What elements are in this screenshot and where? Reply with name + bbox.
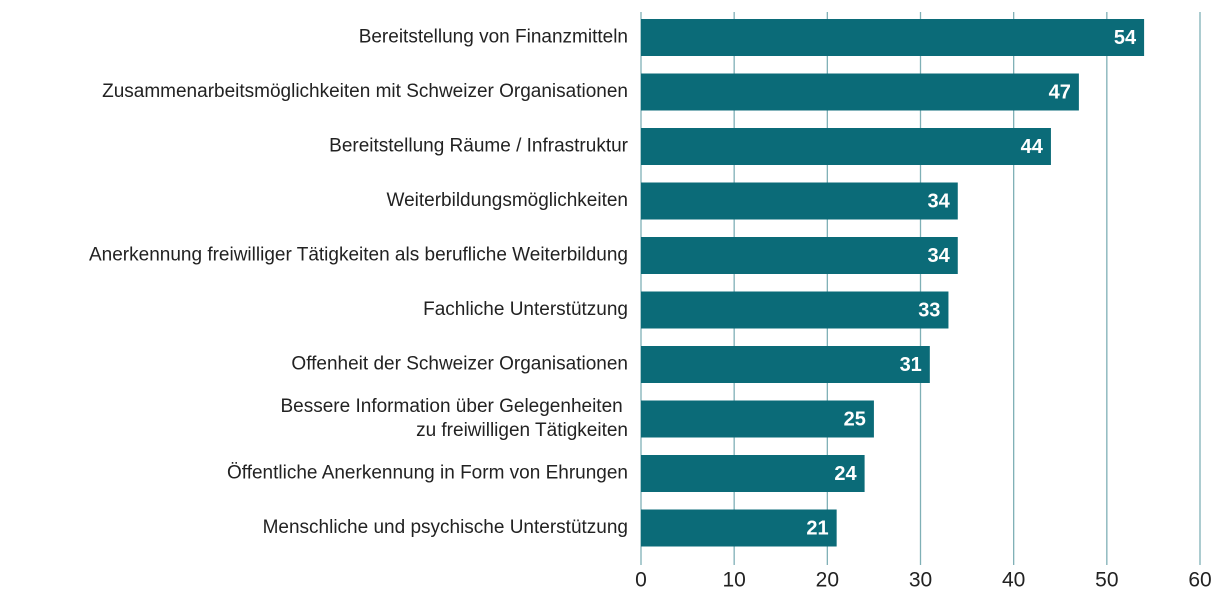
category-label-line: Weiterbildungsmöglichkeiten	[387, 190, 629, 211]
x-tick-label: 0	[635, 569, 647, 592]
value-label: 44	[1021, 136, 1044, 158]
x-tick-label: 30	[909, 569, 932, 592]
value-label: 34	[928, 245, 951, 267]
category-label: Bereitstellung Räume / Infrastruktur	[329, 136, 629, 157]
bar	[641, 73, 1079, 111]
value-label: 33	[918, 299, 940, 321]
category-label: Offenheit der Schweizer Organisationen	[291, 354, 628, 375]
x-tick-label: 60	[1188, 569, 1211, 592]
bar	[641, 128, 1051, 165]
x-tick-label: 50	[1095, 569, 1118, 592]
bar	[641, 237, 958, 274]
bar	[641, 346, 930, 383]
category-label-line: Bessere Information über Gelegenheiten	[281, 396, 629, 417]
category-label-line: Fachliche Unterstützung	[423, 299, 628, 320]
category-label-line: Menschliche und psychische Unterstützung	[263, 517, 628, 538]
value-label: 25	[844, 408, 866, 430]
category-label: Bessere Information über Gelegenheiten z…	[281, 396, 629, 441]
category-label: Anerkennung freiwilliger Tätigkeiten als…	[89, 245, 628, 266]
bar	[641, 19, 1145, 56]
value-label: 31	[900, 354, 922, 376]
value-label: 21	[806, 517, 828, 539]
value-label: 47	[1049, 81, 1071, 103]
x-tick-label: 20	[816, 569, 839, 592]
x-tick-label: 10	[722, 569, 745, 592]
category-label-line: Öffentliche Anerkennung in Form von Ehru…	[227, 463, 628, 484]
category-label: Bereitstellung von Finanzmitteln	[359, 27, 628, 48]
bar	[641, 400, 874, 438]
category-label: Öffentliche Anerkennung in Form von Ehru…	[227, 463, 628, 484]
bar	[641, 182, 958, 220]
category-label-line: Anerkennung freiwilliger Tätigkeiten als…	[89, 245, 628, 266]
value-label: 24	[834, 463, 857, 485]
category-label-line: Bereitstellung von Finanzmitteln	[359, 27, 628, 48]
category-label-line: zu freiwilligen Tätigkeiten	[416, 420, 628, 441]
category-label: Weiterbildungsmöglichkeiten	[387, 190, 629, 211]
category-label: Fachliche Unterstützung	[423, 299, 628, 320]
bar	[641, 291, 949, 329]
x-tick-label: 40	[1002, 569, 1025, 592]
category-label-line: Zusammenarbeitsmöglichkeiten mit Schweiz…	[102, 81, 628, 102]
value-label: 54	[1114, 27, 1137, 49]
value-label: 34	[928, 190, 951, 212]
category-label-line: Offenheit der Schweizer Organisationen	[291, 354, 628, 375]
category-label-line: Bereitstellung Räume / Infrastruktur	[329, 136, 629, 157]
category-label: Zusammenarbeitsmöglichkeiten mit Schweiz…	[102, 81, 628, 102]
bar	[641, 509, 837, 547]
category-label: Menschliche und psychische Unterstützung	[263, 517, 628, 538]
bar	[641, 455, 865, 492]
